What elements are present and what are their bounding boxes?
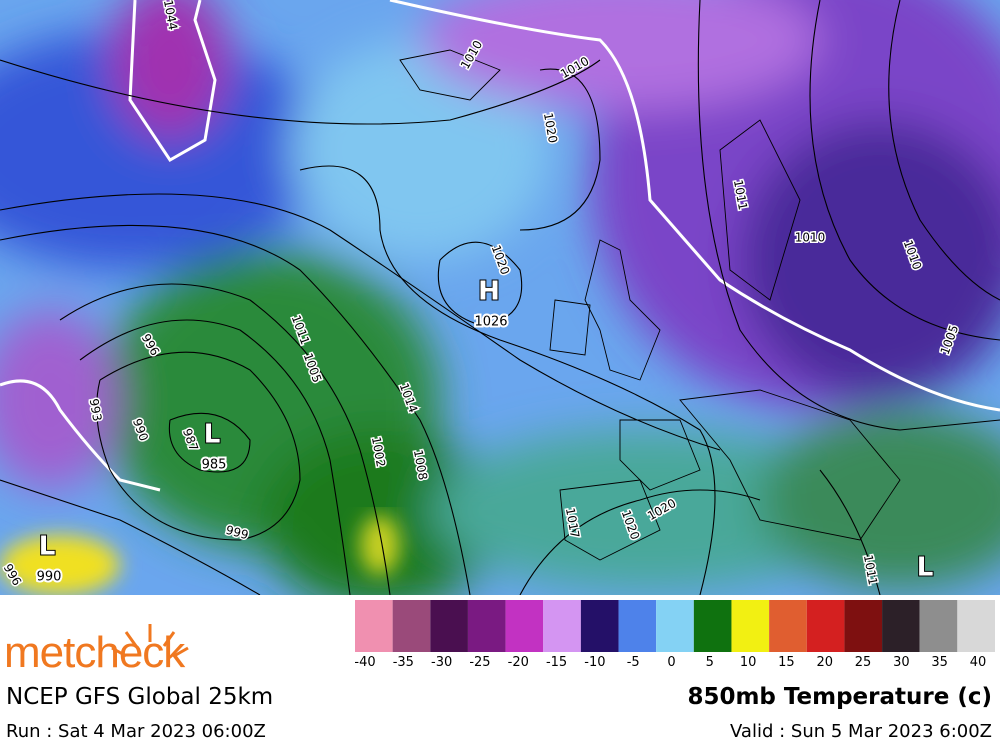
legend-swatch [392, 600, 431, 652]
run-time: Run : Sat 4 Mar 2023 06:00Z [6, 721, 266, 742]
isobar-label: 1010 [795, 231, 826, 245]
product-name: 850mb Temperature (c) [687, 684, 992, 710]
legend-label: -15 [546, 655, 567, 670]
legend-label: 40 [970, 655, 987, 670]
legend-label: 15 [778, 655, 795, 670]
legend-label: -25 [469, 655, 490, 670]
freezing-contour [0, 0, 1000, 492]
logo-sun [111, 624, 189, 658]
legend-label: 20 [816, 655, 833, 670]
legend-label: -40 [354, 655, 375, 670]
legend-swatch [430, 600, 468, 652]
legend-label: 5 [706, 655, 714, 670]
isobar-label: 1020 [541, 112, 560, 145]
legend-swatch [882, 600, 920, 652]
pressure-center: L [39, 532, 56, 562]
center-pressure: 1026 [474, 315, 507, 330]
legend-swatch [731, 600, 770, 652]
legend-label: -5 [627, 655, 640, 670]
legend-label: -10 [584, 655, 605, 670]
legend-label: -35 [393, 655, 414, 670]
isobar-label: 1008 [411, 449, 430, 482]
pressure-center: L [204, 420, 221, 450]
color-legend: -40 -35 -30 -25 -20 -15 -10 -5 0 5 10 15 20 25 30 35 40 [354, 600, 995, 670]
isobar-label: 1017 [563, 507, 582, 540]
legend-swatch [580, 600, 619, 652]
model-name: NCEP GFS Global 25km [6, 684, 274, 710]
pressure-center: H [478, 277, 500, 307]
center-pressure: 985 [202, 458, 227, 473]
legend-swatch [656, 600, 694, 652]
legend-swatch [543, 600, 581, 652]
legend-swatch [957, 600, 995, 652]
legend-swatch [355, 600, 393, 652]
isobar-label: 1002 [369, 436, 388, 469]
legend-swatch [806, 600, 845, 652]
isobar-label: 1011 [731, 179, 750, 212]
legend-swatch [618, 600, 657, 652]
isobar-label: 1011 [861, 554, 880, 587]
valid-time: Valid : Sun 5 Mar 2023 6:00Z [730, 721, 992, 742]
pressure-center: L [917, 553, 934, 583]
legend-label: 35 [931, 655, 948, 670]
legend-swatch [505, 600, 544, 652]
center-pressure: 990 [37, 570, 62, 585]
legend-swatch [919, 600, 958, 652]
legend-swatch [467, 600, 506, 652]
coastlines [399, 49, 901, 561]
legend-label: 25 [855, 655, 872, 670]
legend-label: 30 [893, 655, 910, 670]
legend-label: 10 [740, 655, 757, 670]
legend-swatch [693, 600, 732, 652]
legend-label: -30 [431, 655, 452, 670]
isobars [0, 0, 1000, 595]
isobar-label: 993 [87, 397, 105, 422]
logo-text: metcheck [4, 628, 185, 677]
logo: metcheck [4, 628, 185, 678]
legend-swatch [769, 600, 807, 652]
legend-label: -20 [508, 655, 529, 670]
legend-label: 0 [667, 655, 675, 670]
legend-swatch [844, 600, 883, 652]
